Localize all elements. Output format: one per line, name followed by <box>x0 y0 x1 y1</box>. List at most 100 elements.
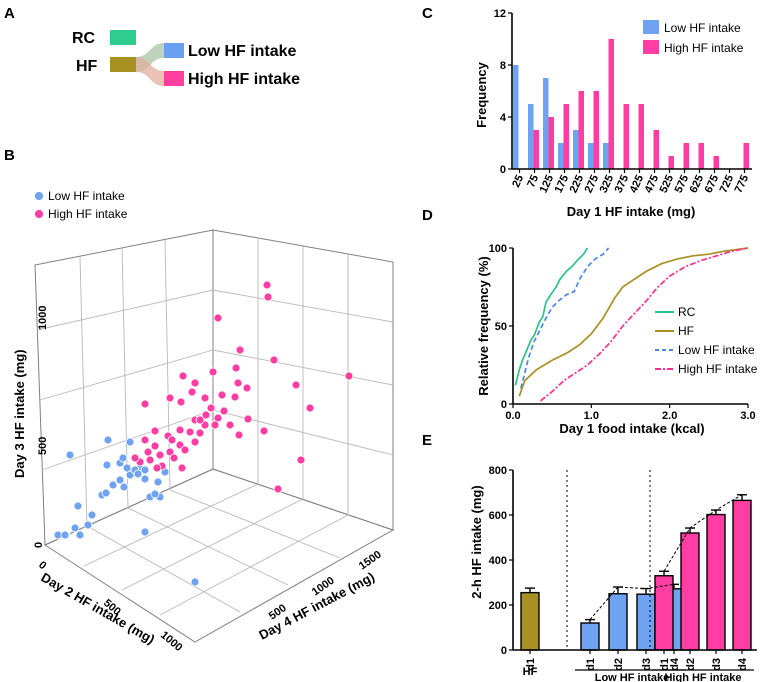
b-point-high <box>263 292 273 302</box>
c-xtick-label: 475 <box>643 173 662 195</box>
b-point-high <box>185 427 195 437</box>
b-point-low <box>133 469 143 479</box>
b-point-high <box>190 437 200 447</box>
c-xtick-label: 375 <box>613 173 632 195</box>
e-trend-line <box>663 494 743 572</box>
high-swatch <box>164 71 184 86</box>
b-points <box>53 280 354 587</box>
b-point-low <box>73 501 83 511</box>
d-line-hf <box>518 247 749 397</box>
b-legend-high: High HF intake <box>48 207 128 221</box>
e-trend-line <box>589 583 675 620</box>
b-point-low <box>83 520 93 530</box>
e-group-label-low: Low HF intake <box>595 672 670 682</box>
e-ytick-label: 800 <box>489 465 507 477</box>
c-ylabel: Frequency <box>474 61 489 128</box>
b-point-high <box>210 420 220 430</box>
d-lines <box>514 247 749 402</box>
c-bar-high <box>623 104 629 169</box>
e-xtick-label: d4 <box>669 657 681 671</box>
split-flow-down <box>136 57 164 86</box>
b-point-high <box>217 390 227 400</box>
high-intake-label: High HF intake <box>188 71 300 88</box>
b-point-high <box>145 455 155 465</box>
e-xtick-label: d3 <box>641 658 653 671</box>
b-point-high <box>231 363 241 373</box>
e-ytick-label: 600 <box>489 510 507 522</box>
b-point-low <box>87 510 97 520</box>
c-ytick-label: 4 <box>500 112 507 124</box>
c-legend-low-swatch <box>643 20 659 34</box>
d-axes: 0.0 1.0 2.0 3.0 0 50 100 <box>489 243 756 422</box>
d-legend-high: High HF intake <box>678 362 758 376</box>
c-xtick-label: 125 <box>538 173 557 195</box>
d-legend-rc: RC <box>678 305 696 319</box>
d-xtick-label: 0.0 <box>505 410 520 422</box>
panel-a-schematic: RC HF Low HF intake High HF intake <box>72 30 300 88</box>
c-xtick-label: 275 <box>583 173 602 195</box>
c-xtick-label: 25 <box>510 173 526 189</box>
histogram-chart: 2575125175225275325375425475525575625675… <box>474 8 752 219</box>
c-bar-high <box>578 91 584 169</box>
b-point-low <box>150 489 160 499</box>
b-point-high <box>152 463 162 473</box>
c-legend-high-swatch <box>643 40 659 54</box>
c-xtick-label: 525 <box>658 173 677 195</box>
d-legend-hf: HF <box>678 324 694 338</box>
b-point-low <box>153 477 163 487</box>
c-xtick-label: 625 <box>688 173 707 195</box>
b-point-low <box>140 474 150 484</box>
back-left-wall <box>34 229 214 546</box>
d-ylabel: Relative frequency (%) <box>476 256 491 395</box>
c-bar-low <box>543 78 549 169</box>
b-point-high <box>269 355 279 365</box>
c-bar-high <box>638 104 644 169</box>
c-xtick-label: 175 <box>553 173 572 195</box>
c-bar-high <box>698 143 704 169</box>
e-xtick-label: d2 <box>613 658 625 671</box>
b-point-high <box>165 447 175 457</box>
b-point-high <box>200 393 210 403</box>
b-point-high <box>262 280 272 290</box>
b-point-low <box>115 475 125 485</box>
b-point-high <box>167 435 177 445</box>
b-point-low <box>103 435 113 445</box>
b-legend-low: Low HF intake <box>48 189 125 203</box>
z-tick-0: 0 <box>33 542 45 548</box>
c-xtick-label: 425 <box>628 173 647 195</box>
b-point-high <box>177 463 187 473</box>
e-group-label-high: High HF intake <box>664 672 741 682</box>
c-ytick-label: 8 <box>500 60 506 72</box>
c-bar-high <box>653 130 659 169</box>
b-legend-low-marker <box>34 191 44 201</box>
d-xlabel: Day 1 food intake (kcal) <box>559 421 704 436</box>
d-xtick-label: 1.0 <box>584 410 599 422</box>
b-point-low <box>102 460 112 470</box>
e-ylabel: 2-h HF intake (mg) <box>469 485 484 598</box>
c-bar-high <box>668 156 674 169</box>
low-swatch <box>164 43 184 58</box>
b-point-high <box>201 410 211 420</box>
d-xtick-label: 3.0 <box>740 410 755 422</box>
e-ytick-label: 200 <box>489 600 507 612</box>
b-point-low <box>70 523 80 533</box>
c-bar-high <box>743 143 749 169</box>
b-point-high <box>169 453 179 463</box>
panel-label-d: D <box>422 207 433 224</box>
e-bar <box>520 591 540 651</box>
b-point-low <box>60 530 70 540</box>
panel-label-c: C <box>422 5 433 22</box>
e-bar <box>680 532 700 651</box>
zz-tick-1500: 1500 <box>357 549 384 573</box>
d-ytick-label: 0 <box>501 399 507 411</box>
d-legend-low: Low HF intake <box>678 343 755 357</box>
d-line-rc <box>514 247 589 386</box>
c-bar-high <box>563 104 569 169</box>
b-point-high <box>178 371 188 381</box>
d-xtick-label: 2.0 <box>662 410 677 422</box>
b-point-high <box>235 345 245 355</box>
b-point-high <box>150 441 160 451</box>
